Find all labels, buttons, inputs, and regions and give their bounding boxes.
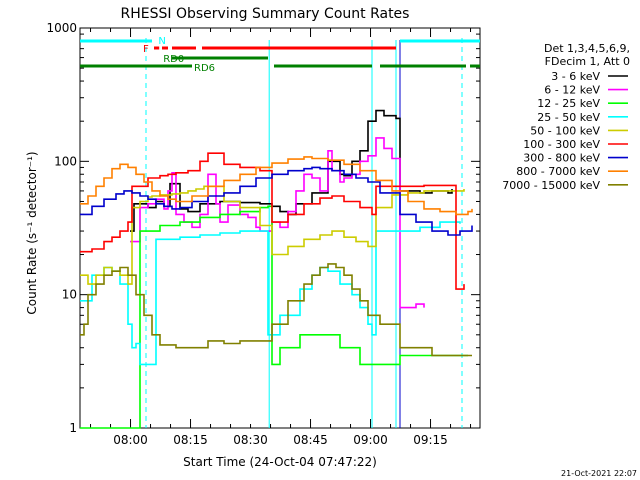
- x-tick-label: 08:00: [113, 433, 148, 447]
- x-tick-label: 08:30: [233, 433, 268, 447]
- y-tick-label: 1: [69, 421, 77, 435]
- legend-label: 7000 - 15000 keV: [502, 179, 600, 192]
- flag-label: F: [143, 44, 149, 55]
- series-line: [80, 156, 473, 216]
- series-line: [80, 205, 468, 429]
- y-axis-label: Count Rate (s⁻¹ detector⁻¹): [25, 151, 39, 314]
- plot-border: [79, 27, 481, 429]
- chart-title: RHESSI Observing Summary Count Rates: [121, 6, 410, 22]
- series-line: [80, 152, 465, 290]
- x-tick-label: 08:45: [293, 433, 328, 447]
- y-axis: 1 10 100 1000: [46, 21, 480, 435]
- flag-label: N: [158, 36, 165, 47]
- legend-label: 50 - 100 keV: [530, 124, 600, 137]
- legend-title: FDecim 1, Att 0: [545, 55, 630, 68]
- legend-label: 300 - 800 keV: [523, 152, 600, 165]
- legend-label: 6 - 12 keV: [544, 84, 600, 97]
- legend-label: 12 - 25 keV: [537, 97, 600, 110]
- flag-label: RD6: [194, 63, 215, 74]
- x-tick-label: 09:15: [413, 433, 448, 447]
- y-tick-label: 100: [54, 154, 77, 168]
- legend-label: 100 - 300 keV: [523, 138, 600, 151]
- y-tick-label: 1000: [46, 21, 77, 35]
- legend-label: 800 - 7000 keV: [516, 165, 600, 178]
- footer-timestamp: 21-Oct-2021 22:07: [561, 469, 637, 478]
- series-line: [80, 166, 473, 236]
- plot-frame: [79, 27, 481, 429]
- legend-label: 25 - 50 keV: [537, 111, 600, 124]
- series-line: [80, 221, 461, 366]
- x-tick-label: 08:15: [173, 433, 208, 447]
- legend: Det 1,3,4,5,6,9,FDecim 1, Att 0 3 - 6 keV…: [502, 42, 630, 192]
- series-line: [80, 263, 472, 357]
- series-group: [80, 109, 473, 429]
- x-tick-label: 09:00: [353, 433, 388, 447]
- x-axis-label: Start Time (24-Oct-04 07:47:22): [183, 455, 377, 469]
- legend-label: 3 - 6 keV: [551, 70, 600, 83]
- flag-label: RD0: [163, 54, 184, 65]
- flag-bars: NF RD0 RD6: [80, 36, 480, 74]
- event-lines: [145, 38, 463, 428]
- x-axis: 08:00 08:15 08:30 08:45 09:00 09:15: [90, 28, 472, 447]
- y-tick-label: 10: [62, 288, 77, 302]
- legend-title: Det 1,3,4,5,6,9,: [544, 42, 630, 55]
